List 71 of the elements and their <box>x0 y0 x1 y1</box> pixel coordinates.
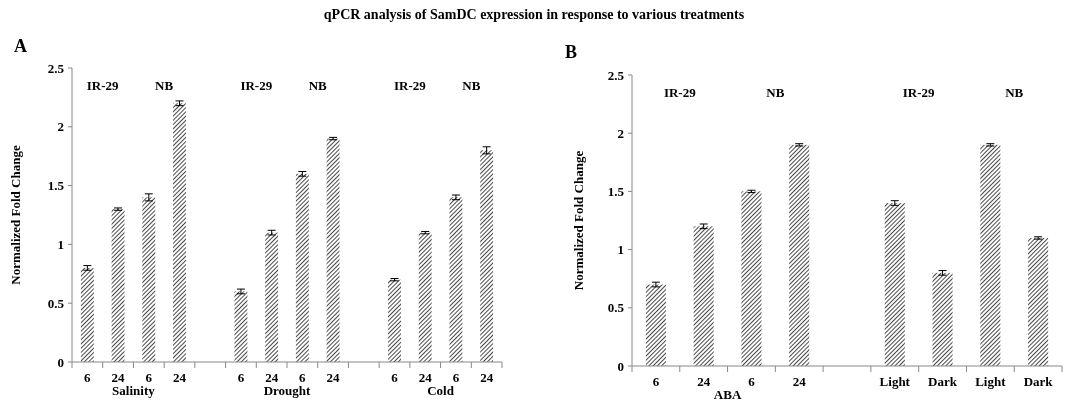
x-tick-label: Dark <box>928 374 958 389</box>
y-axis-title: Normalized Fold Change <box>8 145 23 285</box>
bar <box>111 209 125 362</box>
bar <box>645 284 666 366</box>
y-tick-label: 1 <box>57 236 64 252</box>
bar <box>234 291 248 362</box>
y-axis-title: Normalized Fold Change <box>571 150 586 291</box>
text: Drought <box>263 383 312 398</box>
x-tick-label: 6 <box>391 370 399 385</box>
bar <box>980 144 1001 366</box>
text: Cold <box>427 383 455 398</box>
annotation: NB <box>766 85 785 100</box>
annotation: IR-29 <box>240 78 273 93</box>
bar <box>142 197 156 362</box>
y-tick-label: 2.5 <box>47 60 65 76</box>
bar <box>449 197 463 362</box>
y-tick-label: 2 <box>57 119 64 135</box>
bar <box>173 103 186 362</box>
annotation: NB <box>155 78 174 93</box>
bar <box>80 267 94 362</box>
bar <box>480 150 494 362</box>
y-tick-label: 0 <box>57 354 64 370</box>
annotation: IR-29 <box>902 85 936 100</box>
bar <box>693 226 714 366</box>
x-tick-label: Dark <box>1023 374 1054 389</box>
bar <box>418 232 432 362</box>
y-tick-label: 2.5 <box>607 67 625 83</box>
x-tick-label: 6 <box>748 374 756 389</box>
y-tick-label: 2 <box>617 125 624 141</box>
bar <box>265 232 279 362</box>
x-tick-label: 6 <box>452 370 460 385</box>
x-tick-label: 24 <box>792 374 807 389</box>
y-tick-label: 0 <box>617 358 624 374</box>
y-tick-label: 1 <box>617 242 624 258</box>
x-tick-label: 6 <box>237 370 245 385</box>
text: B <box>565 42 578 62</box>
y-tick-label: 1.5 <box>47 178 65 194</box>
x-tick-label: 6 <box>84 370 92 385</box>
x-tick-label: 24 <box>480 370 494 385</box>
bar <box>1028 237 1049 366</box>
bar <box>932 272 953 366</box>
bar <box>326 138 340 362</box>
x-tick-label: 24 <box>173 370 187 385</box>
annotation: IR-29 <box>393 78 427 93</box>
x-tick-label: 24 <box>326 370 341 385</box>
x-tick-label: Light <box>975 374 1007 389</box>
x-tick-label: 6 <box>145 370 153 385</box>
bar <box>741 191 762 366</box>
x-tick-label: 24 <box>697 374 711 389</box>
y-tick-label: 0.5 <box>607 300 625 316</box>
annotation: NB <box>1005 85 1024 100</box>
x-tick-label: Light <box>879 374 911 389</box>
text: Salinity <box>112 383 156 398</box>
bar <box>884 203 905 366</box>
annotation: NB <box>308 78 328 93</box>
text: qPCR analysis of SamDC expression in response to various treatments <box>323 7 745 22</box>
x-tick-label: 6 <box>652 374 660 389</box>
text: ABA <box>713 387 742 402</box>
y-tick-label: 1.5 <box>607 183 625 199</box>
bar <box>388 279 401 362</box>
y-tick-label: 0.5 <box>47 295 65 311</box>
x-tick-label: 6 <box>299 370 307 385</box>
bar <box>295 173 309 362</box>
x-tick-label: 24 <box>418 370 433 385</box>
x-tick-label: 24 <box>111 370 126 385</box>
x-tick-label: 24 <box>265 370 279 385</box>
bar <box>789 144 810 366</box>
text: A <box>14 36 27 56</box>
annotation: IR-29 <box>86 78 120 93</box>
annotation: NB <box>462 78 481 93</box>
annotation: IR-29 <box>663 85 697 100</box>
